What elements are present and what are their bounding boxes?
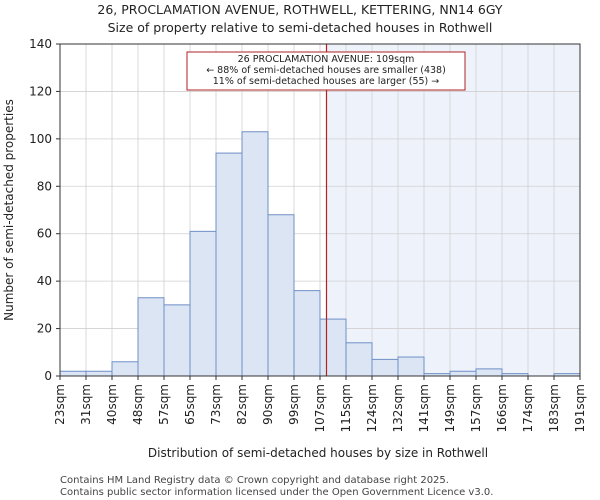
larger-region-highlight (326, 44, 580, 376)
bar-57sqm (163, 304, 191, 377)
y-tick-label: 100 (29, 132, 52, 146)
x-tick-label: 99sqm (287, 384, 301, 425)
bar-157sqm (475, 368, 503, 377)
x-tick-label: 149sqm (443, 384, 457, 432)
x-tick-label: 132sqm (391, 384, 405, 432)
y-tick-label: 120 (29, 84, 52, 98)
bar-115sqm (345, 342, 373, 377)
bars (59, 131, 581, 377)
y-tick-label: 20 (37, 322, 52, 336)
x-tick-label: 191sqm (573, 384, 587, 432)
y-tick-label: 140 (29, 37, 52, 51)
x-tick-label: 107sqm (313, 384, 327, 432)
bar-73sqm (215, 152, 243, 377)
y-tick-label: 80 (37, 179, 52, 193)
x-tick-label: 166sqm (495, 384, 509, 432)
bar-31sqm (85, 370, 113, 377)
annotation-line-3: 11% of semi-detached houses are larger (… (213, 76, 440, 87)
bar-107sqm (319, 318, 347, 377)
footer-line-1: Contains HM Land Registry data © Crown c… (60, 475, 449, 486)
x-tick-label: 90sqm (261, 384, 275, 425)
chart-subtitle: Size of property relative to semi-detach… (108, 20, 493, 35)
plot-area: 26 PROCLAMATION AVENUE: 109sqm ← 88% of … (59, 43, 581, 377)
annotation-line-2: ← 88% of semi-detached houses are smalle… (206, 65, 446, 76)
x-tick-label: 40sqm (105, 384, 119, 425)
bar-132sqm (397, 356, 425, 377)
bar-23sqm (59, 370, 87, 377)
y-tick-label: 40 (37, 274, 52, 288)
x-tick-label: 174sqm (521, 384, 535, 432)
y-tick-label: 60 (37, 227, 52, 241)
x-tick-label: 157sqm (469, 384, 483, 432)
bar-90sqm (267, 214, 295, 377)
x-tick-label: 82sqm (235, 384, 249, 425)
x-tick-label: 141sqm (417, 384, 431, 432)
y-tick-label: 0 (44, 369, 52, 383)
footer-line-2: Contains public sector information licen… (60, 487, 493, 498)
property-annotation: 26 PROCLAMATION AVENUE: 109sqm ← 88% of … (186, 51, 466, 91)
bar-65sqm (189, 230, 217, 377)
y-axis-label: Number of semi-detached properties (2, 99, 16, 321)
x-tick-label: 183sqm (547, 384, 561, 432)
x-tick-label: 115sqm (339, 384, 353, 432)
x-tick-label: 23sqm (53, 384, 67, 425)
x-tick-label: 73sqm (209, 384, 223, 425)
annotation-box (186, 51, 466, 91)
bar-99sqm (293, 290, 321, 377)
y-axis-ticks: 0 20 40 60 80 100 120 140 (29, 37, 60, 383)
x-tick-label: 57sqm (157, 384, 171, 425)
x-tick-label: 31sqm (79, 384, 93, 425)
x-tick-label: 48sqm (131, 384, 145, 425)
annotation-line-1: 26 PROCLAMATION AVENUE: 109sqm (238, 54, 415, 65)
x-tick-label: 124sqm (365, 384, 379, 432)
x-axis-label: Distribution of semi-detached houses by … (148, 446, 488, 460)
x-tick-label: 65sqm (183, 384, 197, 425)
bar-82sqm (241, 131, 269, 377)
bar-48sqm (137, 297, 165, 377)
bar-149sqm (449, 370, 477, 377)
x-axis-ticks: 23sqm 31sqm 40sqm 48sqm 57sqm 65sqm 73sqm 82sqm… (53, 376, 587, 432)
bar-40sqm (111, 361, 139, 377)
bar-124sqm (371, 358, 399, 377)
chart-title: 26, PROCLAMATION AVENUE, ROTHWELL, KETTE… (97, 2, 503, 17)
